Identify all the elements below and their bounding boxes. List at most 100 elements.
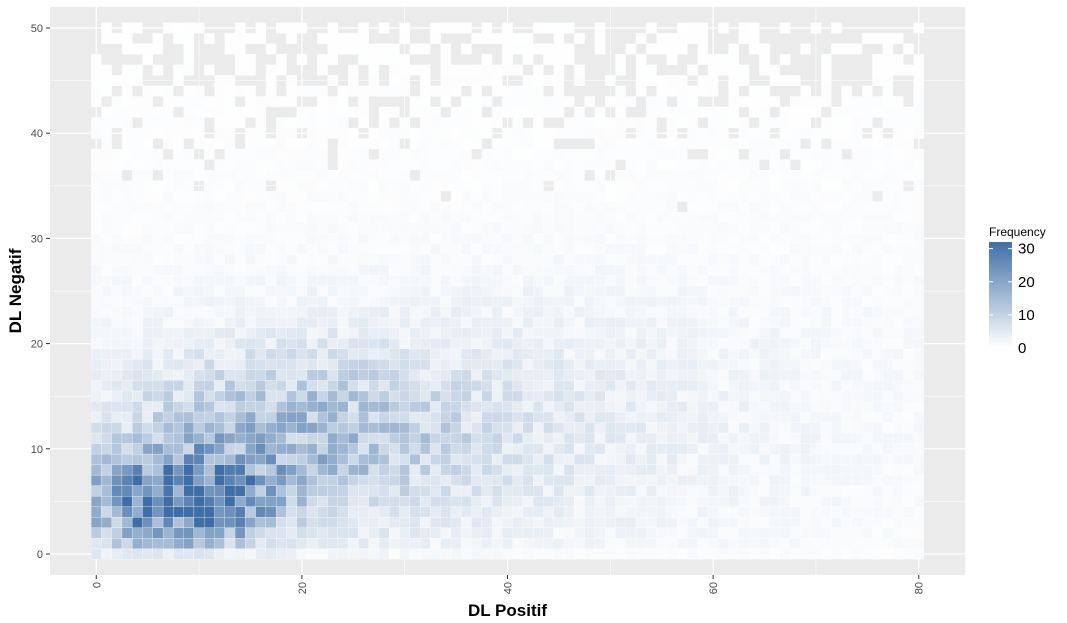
heatmap-cell [841,464,853,476]
heatmap-cell [317,85,328,97]
heatmap-cell [748,317,760,328]
heatmap-cell [779,233,791,244]
heatmap-cell [173,517,184,528]
heatmap-cell [152,538,164,549]
heatmap-cell [183,243,195,255]
heatmap-cell [491,348,503,360]
heatmap-cell [718,275,729,286]
heatmap-cell [245,243,256,255]
heatmap-cell [399,75,410,87]
heatmap-cell [204,527,215,539]
heatmap-cell [790,453,801,465]
heatmap-cell [779,169,791,181]
heatmap-cell [162,264,174,276]
heatmap-cell [142,401,153,413]
heatmap-cell [759,327,770,339]
heatmap-cell [759,264,770,276]
heatmap-cell [430,117,441,129]
heatmap-cell [389,138,400,150]
heatmap-cell [286,243,297,255]
heatmap-cell [419,517,431,528]
legend-color-step [989,318,1012,323]
heatmap-cell [461,296,472,307]
heatmap-cell [574,211,585,223]
heatmap-cell [419,243,431,255]
heatmap-cell [728,380,739,392]
heatmap-cell [368,43,380,55]
heatmap-cell [574,275,585,286]
heatmap-cell [707,264,719,276]
heatmap-cell [286,190,297,202]
heatmap-cell [656,211,667,223]
heatmap-cell [862,233,873,244]
heatmap-cell [317,285,328,297]
heatmap-cell [409,338,421,349]
heatmap-cell [337,190,349,202]
heatmap-cell [265,464,277,476]
heatmap-cell [296,317,308,328]
heatmap-cell [892,306,904,318]
heatmap-cell [162,317,174,328]
heatmap-cell [142,201,153,213]
heatmap-cell [666,348,678,360]
heatmap-cell [286,517,297,528]
heatmap-cell [594,201,606,213]
heatmap-cell [656,33,667,44]
heatmap-cell [913,474,925,486]
heatmap-cell [132,359,143,371]
heatmap-cell [903,106,914,118]
heatmap-cell [471,548,482,560]
heatmap-cell [635,538,647,549]
heatmap-cell [790,233,801,244]
heatmap-cell [522,275,534,286]
heatmap-cell [245,85,256,97]
heatmap-cell [533,190,544,202]
heatmap-cell [142,517,153,528]
heatmap-cell [718,390,729,402]
heatmap-cell [378,211,390,223]
heatmap-cell [440,211,452,223]
heatmap-cell [656,401,667,413]
heatmap-cell [450,180,462,192]
heatmap-cell [841,138,853,150]
heatmap-cell [687,401,698,413]
heatmap-cell [101,390,112,402]
legend-color-step [989,292,1012,296]
heatmap-cell [862,211,873,223]
heatmap-cell [553,222,565,234]
heatmap-cell [132,201,143,213]
heatmap-cell [677,138,688,150]
heatmap-cell [461,190,472,202]
heatmap-cell [296,443,308,455]
heatmap-cell [563,264,575,276]
heatmap-cell [121,338,133,349]
heatmap-cell [862,432,873,444]
heatmap-cell [707,548,719,560]
heatmap-cell [255,159,267,171]
heatmap-cell [625,327,637,339]
heatmap-cell [348,506,359,518]
heatmap-cell [563,296,575,307]
heatmap-cell [378,201,390,213]
heatmap-cell [605,390,616,402]
heatmap-cell [430,327,441,339]
heatmap-cell [533,485,544,497]
heatmap-cell [450,474,462,486]
heatmap-cell [368,495,380,507]
heatmap-cell [327,190,338,202]
heatmap-cell [728,169,739,181]
heatmap-cell [491,180,503,192]
heatmap-cell [450,106,462,118]
heatmap-cell [841,317,853,328]
heatmap-cell [687,432,698,444]
heatmap-cell [286,338,297,349]
heatmap-cell [748,506,760,518]
heatmap-cell [111,495,123,507]
heatmap-cell [851,464,863,476]
heatmap-cell [574,180,585,192]
heatmap-cell [707,211,719,223]
heatmap-cell [841,390,853,402]
heatmap-cell [687,85,698,97]
heatmap-cell [502,359,513,371]
heatmap-cell [738,401,750,413]
